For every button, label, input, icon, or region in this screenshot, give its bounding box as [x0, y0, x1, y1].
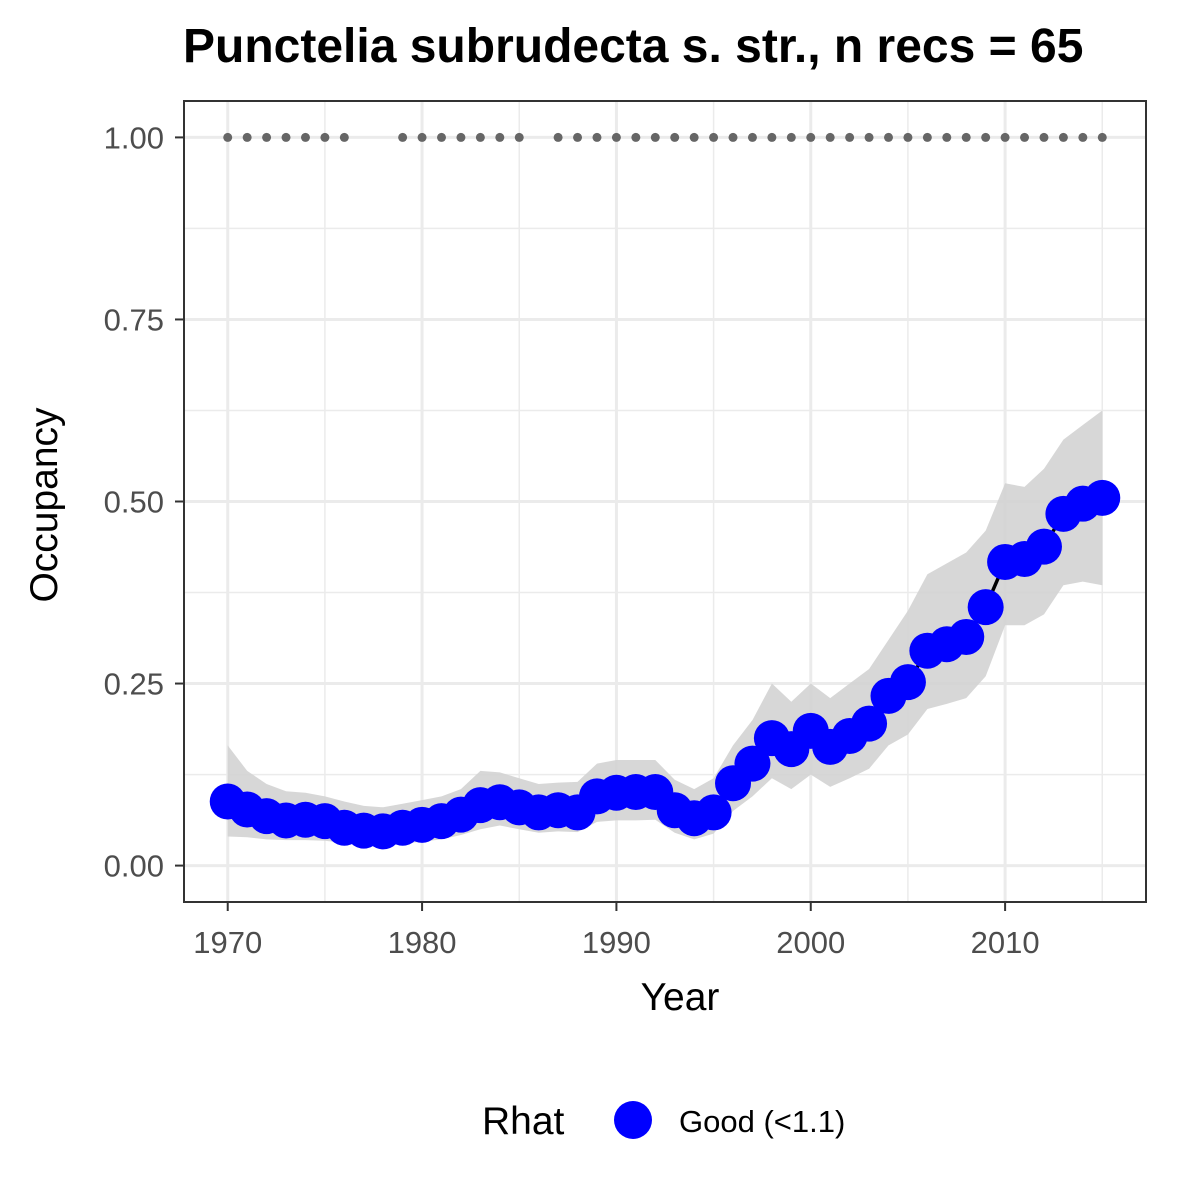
- y-tick-label: 1.00: [104, 120, 164, 155]
- record-dot: [514, 132, 524, 142]
- record-dot: [1097, 132, 1107, 142]
- record-dot: [903, 132, 913, 142]
- chart-title: Punctelia subrudecta s. str., n recs = 6…: [183, 20, 1083, 73]
- data-point: [889, 664, 926, 701]
- record-dot: [981, 132, 991, 142]
- record-dot: [417, 132, 427, 142]
- record-dot: [670, 132, 680, 142]
- record-dot: [1039, 132, 1049, 142]
- record-dot: [223, 132, 233, 142]
- data-point: [1025, 528, 1062, 565]
- y-axis: 0.00 0.25 0.50 0.75 1.00: [104, 120, 184, 884]
- record-dot: [825, 132, 835, 142]
- record-dot: [437, 132, 447, 142]
- x-tick-label: 1990: [582, 925, 651, 960]
- record-dot: [728, 132, 738, 142]
- data-point: [734, 745, 771, 782]
- legend-title: Rhat: [482, 1100, 565, 1143]
- record-dot: [1078, 132, 1088, 142]
- record-dot: [747, 132, 757, 142]
- legend-label-good: Good (<1.1): [679, 1104, 845, 1139]
- x-tick-label: 2000: [776, 925, 845, 960]
- record-dot: [611, 132, 621, 142]
- x-axis-title: Year: [641, 976, 720, 1019]
- record-dot: [631, 132, 641, 142]
- record-dot: [398, 132, 408, 142]
- x-axis: 1970 1980 1990 2000 2010: [193, 902, 1040, 960]
- record-dot: [456, 132, 466, 142]
- record-dot: [1020, 132, 1030, 142]
- record-dot: [650, 132, 660, 142]
- record-dot: [320, 132, 330, 142]
- y-tick-label: 0.50: [104, 485, 164, 520]
- x-tick-label: 2010: [971, 925, 1040, 960]
- record-dot: [709, 132, 719, 142]
- record-dot: [1000, 132, 1010, 142]
- data-point: [967, 589, 1004, 626]
- legend-key-good: [614, 1101, 652, 1139]
- record-dot: [281, 132, 291, 142]
- record-dot: [786, 132, 796, 142]
- record-dot: [495, 132, 505, 142]
- record-dot: [942, 132, 952, 142]
- record-dot: [767, 132, 777, 142]
- y-tick-label: 0.00: [104, 849, 164, 884]
- record-dot: [961, 132, 971, 142]
- ribbon-area: [227, 410, 1103, 846]
- confidence-ribbon: [227, 410, 1103, 846]
- record-dot: [806, 132, 816, 142]
- data-point: [695, 794, 732, 831]
- x-tick-label: 1980: [388, 925, 457, 960]
- record-dot: [592, 132, 602, 142]
- record-dot: [1058, 132, 1068, 142]
- y-tick-label: 0.25: [104, 667, 164, 702]
- data-point: [1084, 479, 1121, 516]
- record-dot: [864, 132, 874, 142]
- record-dot: [922, 132, 932, 142]
- record-dot: [475, 132, 485, 142]
- record-dot: [242, 132, 252, 142]
- data-point: [948, 618, 985, 655]
- record-dot: [689, 132, 699, 142]
- data-point: [851, 705, 888, 742]
- occupancy-points: [209, 479, 1121, 850]
- record-dot: [262, 132, 272, 142]
- record-dot: [883, 132, 893, 142]
- record-year-dots: [223, 132, 1107, 142]
- plot-panel: [183, 100, 1147, 903]
- record-dot: [845, 132, 855, 142]
- record-dot: [573, 132, 583, 142]
- y-axis-title: Occupancy: [23, 407, 66, 603]
- record-dot: [339, 132, 349, 142]
- y-tick-label: 0.75: [104, 302, 164, 337]
- record-dot: [553, 132, 563, 142]
- x-tick-label: 1970: [193, 925, 262, 960]
- legend: Rhat Good (<1.1): [482, 1100, 845, 1143]
- record-dot: [300, 132, 310, 142]
